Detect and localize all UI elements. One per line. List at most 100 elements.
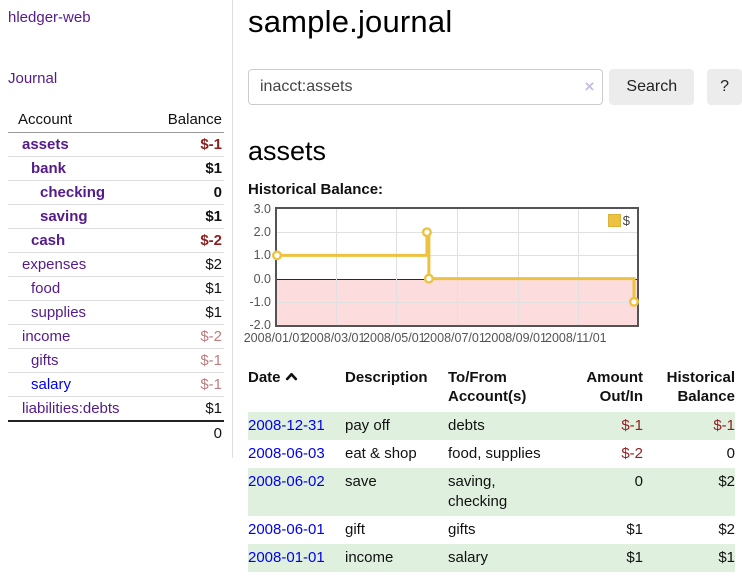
transaction-description: save xyxy=(345,468,448,516)
account-row-checking: checking 0 xyxy=(8,180,224,205)
account-link-salary[interactable]: salary xyxy=(31,376,72,393)
account-link-supplies[interactable]: supplies xyxy=(31,304,87,321)
x-tick-label: 2008/03/01 xyxy=(302,331,366,345)
clear-search-icon[interactable]: × xyxy=(584,77,595,96)
help-button[interactable]: ? xyxy=(707,69,742,105)
v-gridline xyxy=(336,209,338,325)
transaction-amount: 0 xyxy=(552,468,643,516)
account-link-expenses[interactable]: expenses xyxy=(22,256,87,273)
register-header-row: Date Description To/From Account(s) Amou… xyxy=(248,366,735,412)
account-link-income[interactable]: income xyxy=(22,328,71,345)
account-row-salary: salary $-1 xyxy=(8,372,224,397)
search-button[interactable]: Search xyxy=(609,69,695,105)
transaction-description: eat & shop xyxy=(345,445,417,462)
transaction-date-link[interactable]: 2008-12-31 xyxy=(248,417,325,434)
transaction-accounts: debts xyxy=(448,412,552,440)
data-point-marker xyxy=(423,273,434,284)
account-row-bank: bank $1 xyxy=(8,156,224,181)
accounts-header-balance: Balance xyxy=(143,108,224,133)
chart-legend: $ xyxy=(607,213,630,228)
account-balance: $1 xyxy=(143,204,224,229)
account-link-saving[interactable]: saving xyxy=(40,208,88,225)
account-row-saving: saving $1 xyxy=(8,204,224,229)
transaction-balance: $2 xyxy=(643,468,735,516)
account-link-bank[interactable]: bank xyxy=(31,160,67,177)
historical-balance-chart: 3.0 2.0 1.0 0.0 -1.0 -2.0 $ 2008/01/01 2008/03… xyxy=(244,202,742,347)
transaction-amount: $1 xyxy=(626,521,643,538)
transaction-amount: $-1 xyxy=(552,412,643,440)
register-row: 2008-12-31 pay off debts $-1 $-1 xyxy=(248,412,735,440)
x-tick-label: 2008/09/01 xyxy=(484,331,547,345)
account-row-liabilities-debts: liabilities:debts $1 xyxy=(8,396,224,422)
register-header-balance: Historical Balance xyxy=(666,369,735,405)
account-balance: $-2 xyxy=(143,324,224,349)
y-tick-label: 2.0 xyxy=(253,225,271,240)
account-link-checking[interactable]: checking xyxy=(40,184,106,201)
account-link-liabilities-debts[interactable]: liabilities:debts xyxy=(22,400,120,417)
v-gridline xyxy=(577,209,579,325)
transaction-description: pay off xyxy=(345,412,448,440)
account-balance: $1 xyxy=(143,156,224,181)
account-balance: $1 xyxy=(143,300,224,325)
accounts-header-account: Account xyxy=(8,108,144,133)
legend-label: $ xyxy=(622,213,630,228)
account-row-food: food $1 xyxy=(8,276,224,301)
legend-swatch-icon xyxy=(607,214,621,227)
balance-step-line xyxy=(272,227,640,307)
account-balance: $1 xyxy=(143,396,224,422)
accounts-table: Account Balance assets $-1 bank $1 check… xyxy=(8,108,224,445)
transaction-accounts: salary xyxy=(448,544,552,572)
accounts-total-row: 0 xyxy=(8,420,224,445)
account-row-assets: assets $-1 xyxy=(8,132,224,157)
y-tick-label: 0.0 xyxy=(253,271,271,286)
register-header-date[interactable]: Date xyxy=(248,366,345,412)
data-point-marker xyxy=(629,296,640,307)
account-row-expenses: expenses $2 xyxy=(8,252,224,277)
accounts-header-row: Account Balance xyxy=(8,108,224,133)
data-point-marker xyxy=(421,227,432,238)
transaction-balance: 0 xyxy=(726,445,735,462)
v-gridline xyxy=(517,209,519,325)
app-title-link[interactable]: hledger-web xyxy=(8,9,91,26)
account-link-food[interactable]: food xyxy=(31,280,61,297)
transaction-balance: $-1 xyxy=(643,412,735,440)
chart-plot-area: $ xyxy=(272,207,640,327)
register-header-amount: Amount Out/In xyxy=(586,369,643,405)
account-balance: $2 xyxy=(143,252,224,277)
account-balance: $-1 xyxy=(143,348,224,373)
account-link-gifts[interactable]: gifts xyxy=(31,352,59,369)
transaction-date-link[interactable]: 2008-06-03 xyxy=(248,445,325,462)
accounts-total-value: 0 xyxy=(143,420,224,445)
register-header-description: Description xyxy=(345,369,428,386)
account-row-gifts: gifts $-1 xyxy=(8,348,224,373)
chart-x-axis: 2008/01/01 2008/03/01 2008/05/01 2008/07/01… xyxy=(244,331,639,347)
transaction-amount: $-2 xyxy=(621,445,643,462)
transaction-date-link[interactable]: 2008-01-01 xyxy=(248,549,325,566)
v-gridline xyxy=(396,209,398,325)
transaction-date-link[interactable]: 2008-06-01 xyxy=(248,521,325,538)
chart-y-axis: 3.0 2.0 1.0 0.0 -1.0 -2.0 xyxy=(248,202,271,332)
x-tick-label: 2008/05/01 xyxy=(363,331,426,345)
register-table: Date Description To/From Account(s) Amou… xyxy=(248,366,735,572)
x-tick-label: 2008/01/01 xyxy=(243,331,307,345)
transaction-balance: $1 xyxy=(643,544,735,572)
register-header-accounts: To/From Account(s) xyxy=(448,369,527,405)
sidebar-item-journal[interactable]: Journal xyxy=(8,70,58,87)
account-link-assets[interactable]: assets xyxy=(22,136,69,153)
register-row: 2008-06-02 save saving, checking 0 $2 xyxy=(248,468,735,516)
data-point-marker xyxy=(272,250,282,261)
v-gridline xyxy=(456,209,458,325)
account-link-cash[interactable]: cash xyxy=(31,232,66,249)
search-input[interactable] xyxy=(248,69,604,105)
main-content: sample.journal × Search ? assets Histori… xyxy=(244,0,742,572)
y-tick-label: 3.0 xyxy=(253,202,271,216)
account-balance: 0 xyxy=(143,180,224,205)
y-tick-label: 1.0 xyxy=(253,248,271,263)
account-balance: $-1 xyxy=(143,372,224,397)
register-row: 2008-06-01 gift gifts $1 $2 xyxy=(248,516,735,544)
account-heading: assets xyxy=(248,136,327,166)
transaction-balance: $2 xyxy=(718,521,735,538)
sidebar: hledger-web Journal Account Balance asse… xyxy=(0,0,233,458)
transaction-date-link[interactable]: 2008-06-02 xyxy=(248,473,325,490)
y-tick-label: -1.0 xyxy=(249,294,271,309)
